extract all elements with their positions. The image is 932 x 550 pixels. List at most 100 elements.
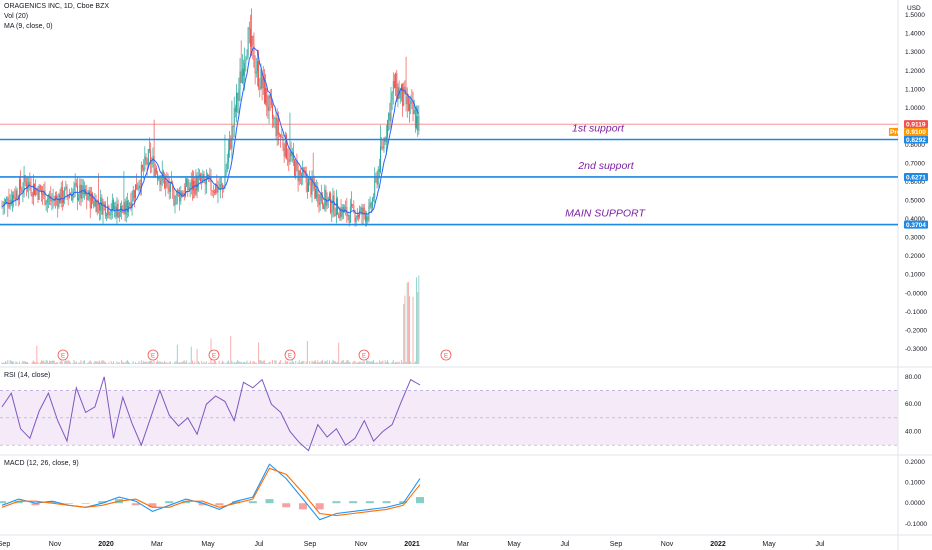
volume-bar	[331, 362, 333, 364]
volume-bar	[18, 361, 20, 364]
candle-body	[332, 195, 334, 211]
candle-body	[193, 180, 195, 191]
candle-body	[130, 202, 132, 209]
volume-bar	[162, 362, 164, 364]
earnings-marker[interactable]	[147, 349, 159, 361]
candle-body	[204, 181, 206, 185]
candle-body	[348, 215, 350, 223]
candle-body	[118, 212, 120, 218]
candle-body	[74, 183, 76, 187]
candle-body	[270, 99, 272, 105]
candle-body	[227, 150, 229, 162]
time-tick-label: Sep	[0, 541, 10, 548]
candle-body	[59, 194, 61, 204]
volume-bar	[122, 361, 124, 364]
candle-body	[212, 190, 214, 193]
candle-body	[338, 214, 340, 219]
volume-bar	[396, 361, 398, 364]
candle-body	[56, 195, 58, 199]
earnings-marker[interactable]	[358, 349, 370, 361]
volume-bar	[145, 361, 147, 364]
volume-bar	[67, 360, 69, 364]
candle-body	[308, 178, 309, 192]
candle-body	[86, 194, 88, 200]
candle-body	[353, 205, 355, 211]
volume-bar	[335, 362, 337, 364]
candle-body	[409, 104, 411, 111]
candle-body	[161, 171, 163, 181]
candle-body	[405, 89, 407, 105]
volume-bar	[255, 362, 257, 364]
volume-bar	[165, 362, 167, 364]
volume-bar	[315, 360, 316, 364]
earnings-marker[interactable]	[440, 349, 452, 361]
volume-bar	[348, 361, 350, 364]
candle-body	[164, 177, 166, 188]
macd-histogram-bar	[382, 501, 391, 504]
volume-bar	[64, 361, 66, 364]
candle-body	[122, 211, 124, 213]
candle-body	[175, 195, 177, 204]
volume-bar	[87, 362, 89, 364]
candle-body	[413, 109, 415, 115]
candle-body	[232, 126, 234, 127]
rsi-legend[interactable]: RSI (14, close)	[4, 372, 50, 380]
candle-body	[188, 189, 190, 191]
macd-histogram-bar	[198, 503, 207, 506]
volume-bar	[224, 363, 226, 364]
price-tick-label: 0.7000	[905, 160, 925, 167]
volume-legend[interactable]: Vol (20)	[4, 13, 28, 21]
volume-bar	[373, 360, 375, 364]
volume-bar	[31, 361, 33, 364]
candle-body	[366, 216, 368, 222]
candle-body	[89, 190, 91, 209]
volume-bar	[269, 361, 271, 364]
candle-body	[381, 146, 383, 148]
volume-bar	[110, 361, 112, 364]
candle-body	[172, 183, 174, 190]
time-tick-label: Sep	[610, 541, 623, 548]
macd-histogram-bar	[416, 497, 424, 504]
volume-bar	[346, 360, 348, 364]
volume-bar	[309, 361, 311, 364]
earnings-marker[interactable]	[57, 349, 69, 361]
rsi-tick-label: 40.00	[905, 429, 922, 436]
candle-body	[20, 179, 22, 190]
volume-bar	[295, 360, 297, 364]
candle-body	[13, 194, 15, 198]
candle-body	[14, 197, 16, 200]
candle-body	[139, 185, 141, 188]
volume-bar	[370, 361, 372, 364]
volume-bar	[46, 360, 48, 364]
candle-body	[319, 194, 321, 205]
time-tick-label: 2021	[404, 541, 420, 548]
candle-body	[45, 203, 47, 205]
rsi-label: RSI (14, close)	[4, 372, 51, 379]
volume-bar	[66, 360, 68, 364]
candle-body	[155, 168, 157, 173]
candle-body	[67, 194, 69, 198]
price-tick-label: 1.5000	[905, 12, 925, 19]
premarket-value: 0.9100	[906, 129, 926, 136]
price-tick-label: 0.3000	[905, 235, 925, 242]
macd-legend[interactable]: MACD (12, 26, close, 9)	[4, 460, 79, 468]
ma-legend[interactable]: MA (9, close, 0)	[4, 23, 53, 31]
price-tick-label: 0.1000	[905, 272, 925, 279]
earnings-marker-label: E	[362, 354, 366, 360]
time-tick-label: May	[762, 541, 776, 548]
candle-body	[61, 187, 63, 203]
candle-body	[243, 68, 244, 76]
candle-body	[81, 185, 83, 199]
earnings-marker[interactable]	[284, 349, 296, 361]
time-tick-label: Jul	[255, 541, 264, 548]
volume-bar	[232, 363, 234, 364]
volume-bar	[132, 361, 134, 364]
earnings-marker[interactable]	[208, 349, 220, 361]
volume-bar	[5, 360, 6, 364]
candle-body	[10, 199, 12, 204]
volume-bar	[197, 361, 199, 364]
volume-bar	[338, 342, 340, 364]
candle-body	[393, 80, 395, 89]
